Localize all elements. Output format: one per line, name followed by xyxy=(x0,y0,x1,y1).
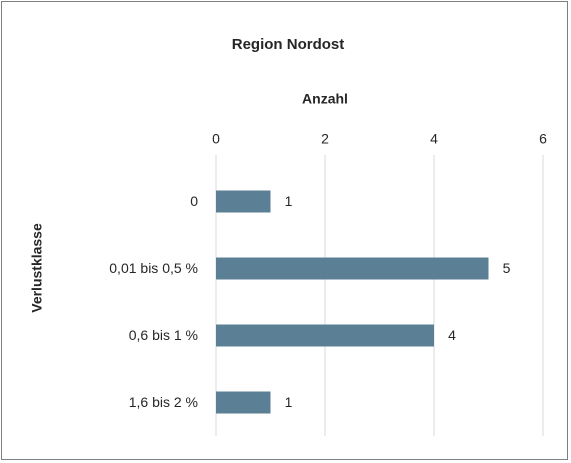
data-label: 5 xyxy=(503,260,511,276)
x-axis-title: Anzahl xyxy=(302,91,348,107)
data-label: 1 xyxy=(285,394,293,410)
y-tick-label: 0 xyxy=(190,193,198,209)
y-tick-label: 1,6 bis 2 % xyxy=(129,394,198,410)
bar xyxy=(216,257,489,280)
x-tick-label: 6 xyxy=(539,131,547,147)
bar xyxy=(216,324,434,347)
bar xyxy=(216,391,271,414)
data-label: 4 xyxy=(448,327,456,343)
y-axis-title: Verlustklasse xyxy=(29,223,45,313)
y-tick-label: 0,6 bis 1 % xyxy=(129,327,198,343)
chart-title: Region Nordost xyxy=(232,36,345,53)
y-tick-label: 0,01 bis 0,5 % xyxy=(109,260,198,276)
x-tick-label: 2 xyxy=(321,131,329,147)
x-tick-label: 0 xyxy=(212,131,220,147)
data-label: 1 xyxy=(285,193,293,209)
x-tick-label: 4 xyxy=(430,131,438,147)
bar xyxy=(216,190,271,213)
